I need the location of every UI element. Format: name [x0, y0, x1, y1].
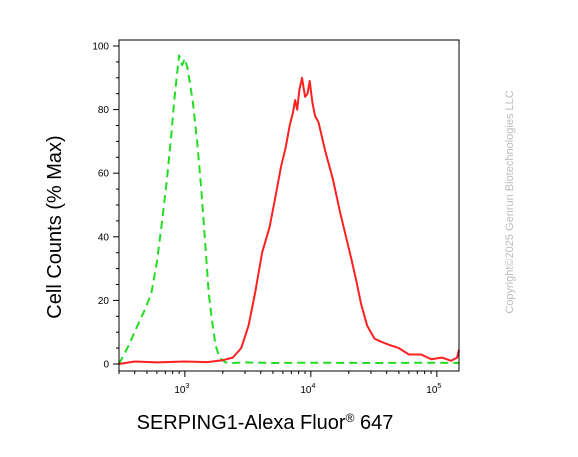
x-tick-label: 105	[426, 383, 441, 396]
y-tick-label: 80	[98, 105, 110, 116]
y-tick-label: 40	[98, 232, 110, 243]
x-axis-title-suffix: 647	[354, 412, 393, 434]
x-tick-label: 104	[300, 383, 315, 396]
x-axis-title-superscript: ®	[346, 411, 355, 425]
y-tick-label: 100	[92, 42, 109, 53]
x-tick-label: 103	[174, 383, 189, 396]
y-axis-title: Cell Counts (% Max)	[44, 135, 66, 318]
plot-area	[118, 54, 460, 365]
series-line-1	[118, 54, 460, 365]
y-tick-label: 60	[98, 169, 110, 180]
series-line-2	[118, 76, 460, 365]
y-tick-label: 20	[98, 296, 110, 307]
x-axis-title: SERPING1-Alexa Fluor® 647	[137, 411, 394, 434]
y-tick-label: 0	[103, 360, 109, 371]
x-axis-title-main: SERPING1-Alexa Fluor	[137, 412, 346, 434]
plot-frame	[118, 39, 460, 372]
copyright-watermark: Copyright©2025 Genrun Biotechnologies LL…	[504, 90, 516, 313]
axes: 0 20 40 60 80 100 103 104 105	[92, 39, 460, 396]
